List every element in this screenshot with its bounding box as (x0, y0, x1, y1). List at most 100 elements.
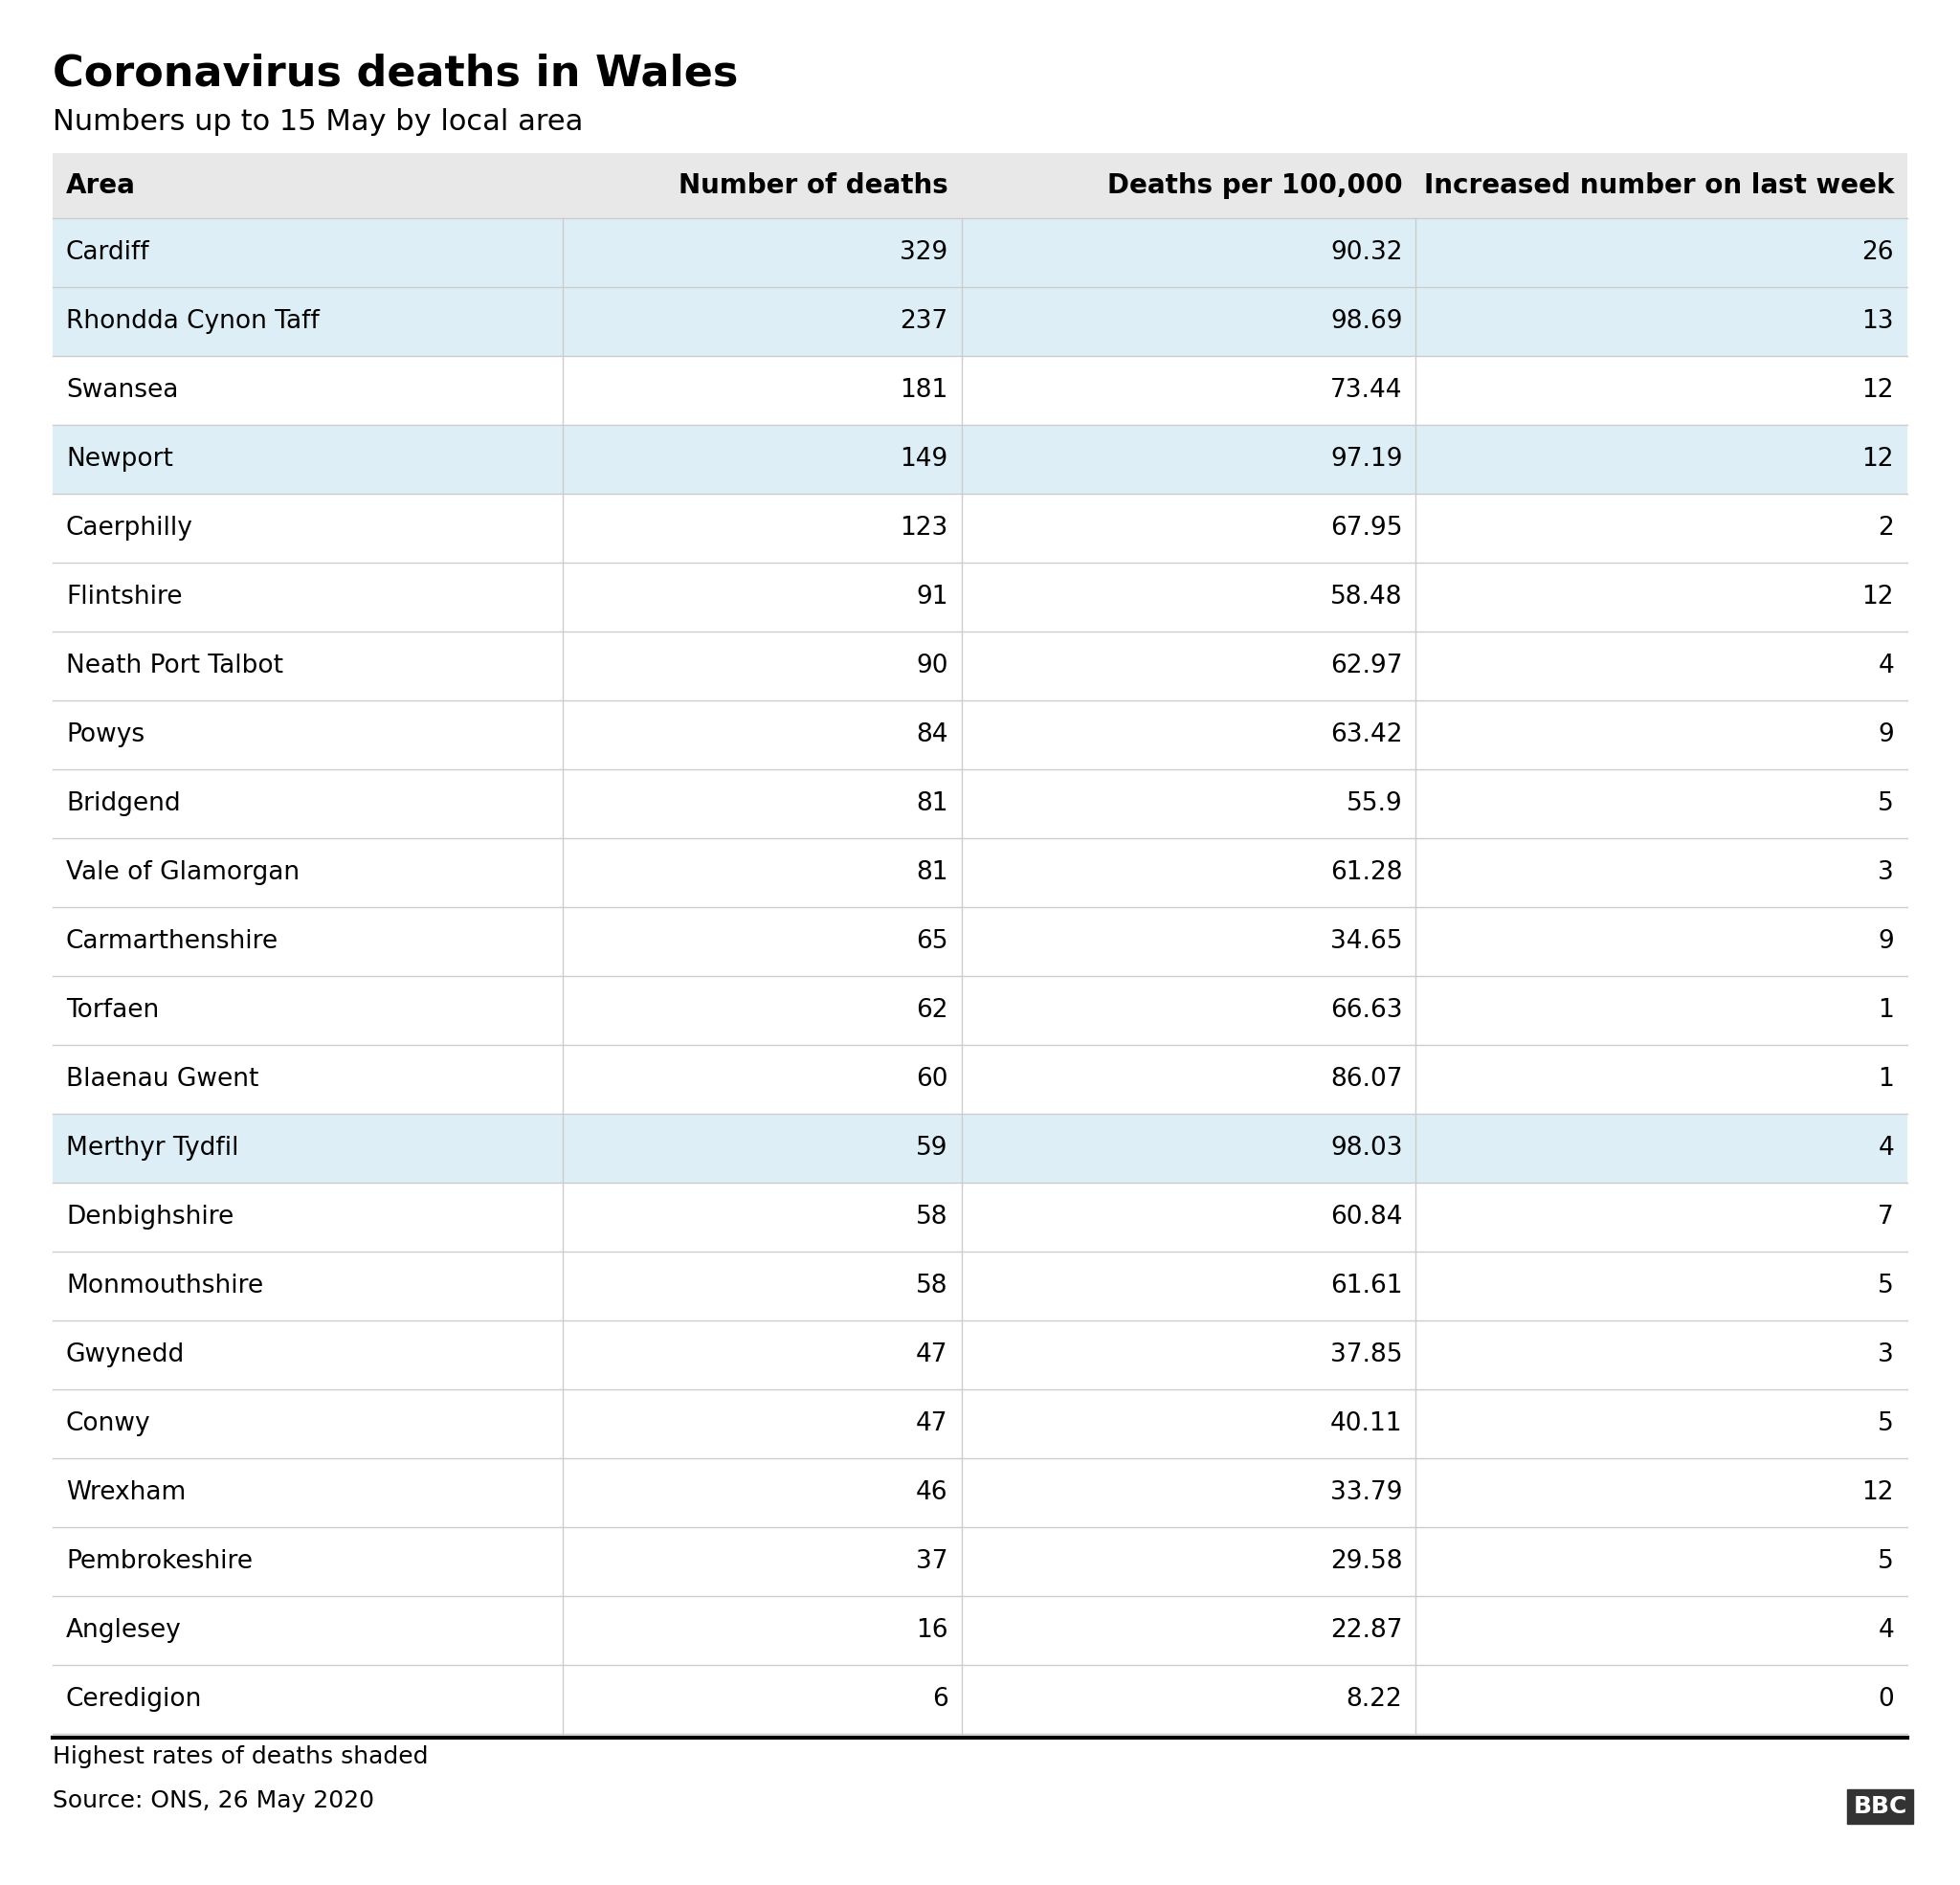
Bar (53, 1252, 1907, 1321)
Text: 181: 181 (900, 379, 949, 403)
Text: 40.11: 40.11 (1331, 1412, 1403, 1436)
Text: 5: 5 (1878, 792, 1893, 816)
Text: Merthyr Tydfil: Merthyr Tydfil (67, 1137, 239, 1161)
Bar (53, 839, 1907, 907)
Text: Torfaen: Torfaen (67, 997, 159, 1024)
Text: 9: 9 (1878, 929, 1893, 954)
Text: 149: 149 (900, 447, 949, 471)
Text: 46: 46 (915, 1480, 949, 1504)
Text: 73.44: 73.44 (1331, 379, 1403, 403)
Bar (53, 494, 1907, 562)
Text: 62.97: 62.97 (1331, 654, 1403, 679)
Text: 4: 4 (1878, 1617, 1893, 1644)
Text: 47: 47 (915, 1412, 949, 1436)
Text: 59: 59 (915, 1137, 949, 1161)
Text: 29.58: 29.58 (1331, 1549, 1403, 1574)
Text: 12: 12 (1862, 447, 1893, 471)
Bar (53, 1114, 1907, 1182)
Text: 84: 84 (915, 722, 949, 746)
Text: 5: 5 (1878, 1412, 1893, 1436)
Text: 81: 81 (915, 860, 949, 886)
Text: 237: 237 (900, 309, 949, 334)
Text: 37.85: 37.85 (1331, 1342, 1403, 1367)
Text: 6: 6 (933, 1687, 949, 1712)
Text: 58: 58 (915, 1205, 949, 1229)
Bar (53, 1527, 1907, 1597)
Text: 47: 47 (915, 1342, 949, 1367)
Text: 86.07: 86.07 (1331, 1067, 1403, 1091)
Text: 98.03: 98.03 (1331, 1137, 1403, 1161)
Bar (53, 1321, 1907, 1389)
Text: Bridgend: Bridgend (67, 792, 180, 816)
Text: 12: 12 (1862, 379, 1893, 403)
Text: 60.84: 60.84 (1331, 1205, 1403, 1229)
Bar (53, 1389, 1907, 1459)
Text: 90: 90 (915, 654, 949, 679)
Text: 8.22: 8.22 (1347, 1687, 1403, 1712)
Text: Rhondda Cynon Taff: Rhondda Cynon Taff (67, 309, 319, 334)
Text: Blaenau Gwent: Blaenau Gwent (67, 1067, 259, 1091)
Text: 12: 12 (1862, 584, 1893, 609)
Text: Powys: Powys (67, 722, 145, 746)
Text: 61.61: 61.61 (1331, 1274, 1403, 1299)
Text: BBC: BBC (1854, 1795, 1907, 1817)
Text: 3: 3 (1878, 1342, 1893, 1367)
Bar (53, 424, 1907, 494)
Text: 55.9: 55.9 (1347, 792, 1403, 816)
Bar (53, 219, 1907, 287)
Text: Swansea: Swansea (67, 379, 178, 403)
Text: 37: 37 (915, 1549, 949, 1574)
Text: 33.79: 33.79 (1331, 1480, 1403, 1504)
Bar (53, 631, 1907, 701)
Text: Monmouthshire: Monmouthshire (67, 1274, 263, 1299)
Bar (53, 907, 1907, 976)
Text: 66.63: 66.63 (1331, 997, 1403, 1024)
Text: Denbighshire: Denbighshire (67, 1205, 233, 1229)
Text: 13: 13 (1862, 309, 1893, 334)
Text: Gwynedd: Gwynedd (67, 1342, 184, 1367)
Bar (53, 356, 1907, 424)
Text: Vale of Glamorgan: Vale of Glamorgan (67, 860, 300, 886)
Text: 0: 0 (1878, 1687, 1893, 1712)
Bar (53, 769, 1907, 839)
Text: 2: 2 (1878, 516, 1893, 541)
Text: 91: 91 (915, 584, 949, 609)
Bar (53, 1459, 1907, 1527)
Text: 1: 1 (1878, 1067, 1893, 1091)
Bar (53, 562, 1907, 631)
Text: 1: 1 (1878, 997, 1893, 1024)
Text: Carmarthenshire: Carmarthenshire (67, 929, 278, 954)
Text: 12: 12 (1862, 1480, 1893, 1504)
Text: 62: 62 (915, 997, 949, 1024)
Text: 98.69: 98.69 (1331, 309, 1403, 334)
Text: 63.42: 63.42 (1331, 722, 1403, 746)
Text: 5: 5 (1878, 1274, 1893, 1299)
Text: 123: 123 (900, 516, 949, 541)
Text: Anglesey: Anglesey (67, 1617, 182, 1644)
Bar (53, 1597, 1907, 1664)
Text: 34.65: 34.65 (1331, 929, 1403, 954)
Text: Increased number on last week: Increased number on last week (1423, 172, 1893, 200)
Text: 329: 329 (900, 239, 949, 266)
Text: Caerphilly: Caerphilly (67, 516, 194, 541)
Text: 65: 65 (915, 929, 949, 954)
Bar (53, 701, 1907, 769)
Text: 60: 60 (915, 1067, 949, 1091)
Text: Cardiff: Cardiff (67, 239, 151, 266)
Text: 61.28: 61.28 (1331, 860, 1403, 886)
Text: 58: 58 (915, 1274, 949, 1299)
Text: 22.87: 22.87 (1331, 1617, 1403, 1644)
Text: 90.32: 90.32 (1331, 239, 1403, 266)
Text: Highest rates of deaths shaded: Highest rates of deaths shaded (53, 1746, 429, 1768)
Bar (53, 1664, 1907, 1734)
Text: 3: 3 (1878, 860, 1893, 886)
Text: 4: 4 (1878, 1137, 1893, 1161)
Text: 5: 5 (1878, 1549, 1893, 1574)
Text: Number of deaths: Number of deaths (678, 172, 949, 200)
Text: 97.19: 97.19 (1331, 447, 1403, 471)
Text: 81: 81 (915, 792, 949, 816)
Text: 16: 16 (915, 1617, 949, 1644)
Text: 67.95: 67.95 (1331, 516, 1403, 541)
Text: Area: Area (67, 172, 135, 200)
Text: Wrexham: Wrexham (67, 1480, 186, 1504)
